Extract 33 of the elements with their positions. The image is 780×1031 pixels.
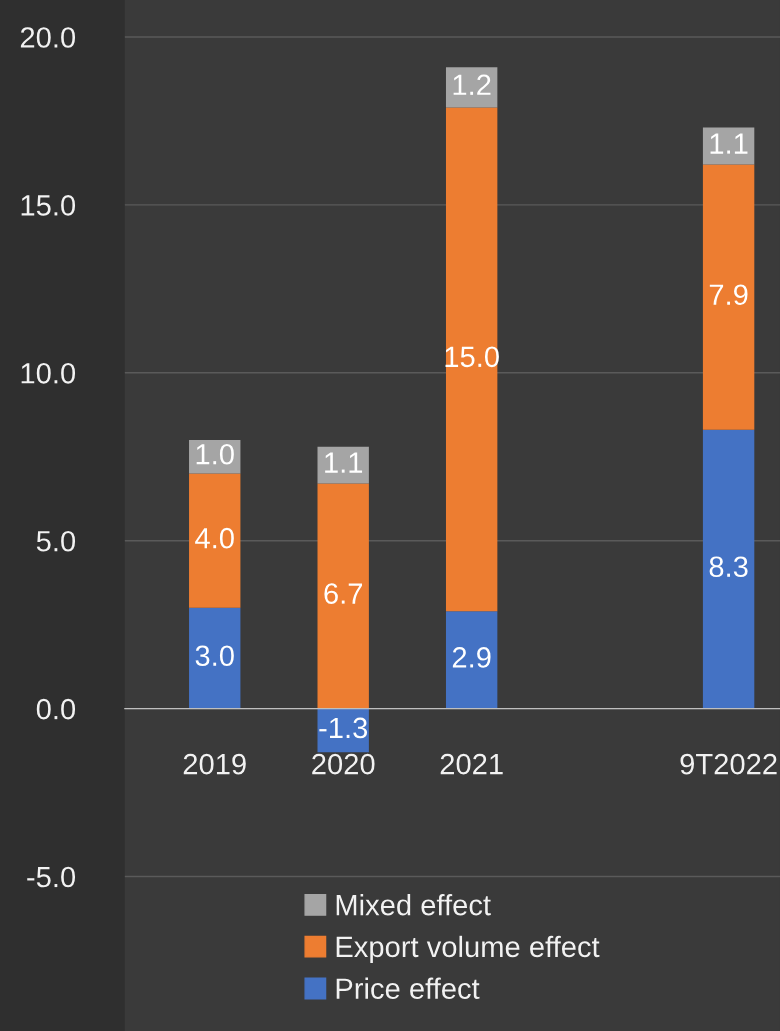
legend-label: Export volume effect <box>336 935 600 963</box>
x-tick-label: 2020 <box>312 753 375 775</box>
x-tick-label: 9T2022 <box>680 753 777 775</box>
y-tick-label: 15.0 <box>21 195 76 216</box>
bar <box>702 127 755 165</box>
legend-label: Mixed effect <box>336 894 491 916</box>
bar <box>189 607 241 709</box>
bar <box>702 429 755 709</box>
data-label: 1.0 <box>196 443 234 465</box>
y-tick-label: 10.0 <box>21 362 76 384</box>
bar <box>189 473 241 608</box>
data-label: 4.0 <box>195 527 234 549</box>
data-label: 7.9 <box>709 284 748 306</box>
bar <box>445 67 498 108</box>
y-tick-label: 0.0 <box>36 698 76 720</box>
bar <box>445 611 498 709</box>
data-label: -1.3 <box>319 717 368 739</box>
bar <box>702 164 755 430</box>
data-label: 1.2 <box>453 74 491 95</box>
data-label: 3.0 <box>195 645 234 667</box>
y-tick-label: -5.0 <box>27 866 76 888</box>
data-label: 8.3 <box>709 556 748 578</box>
y-tick-label: 20.0 <box>20 27 76 48</box>
bar <box>445 107 498 612</box>
legend-label: Price effect <box>336 977 480 999</box>
data-label: 1.1 <box>325 452 363 473</box>
data-label: 2.9 <box>452 647 491 668</box>
data-label: 1.1 <box>710 133 748 154</box>
x-tick-label: 2021 <box>440 753 503 775</box>
x-tick-label: 2019 <box>183 753 246 775</box>
y-tick-label: 5.0 <box>36 530 76 552</box>
bar <box>317 483 369 709</box>
data-label: 6.7 <box>324 583 363 604</box>
